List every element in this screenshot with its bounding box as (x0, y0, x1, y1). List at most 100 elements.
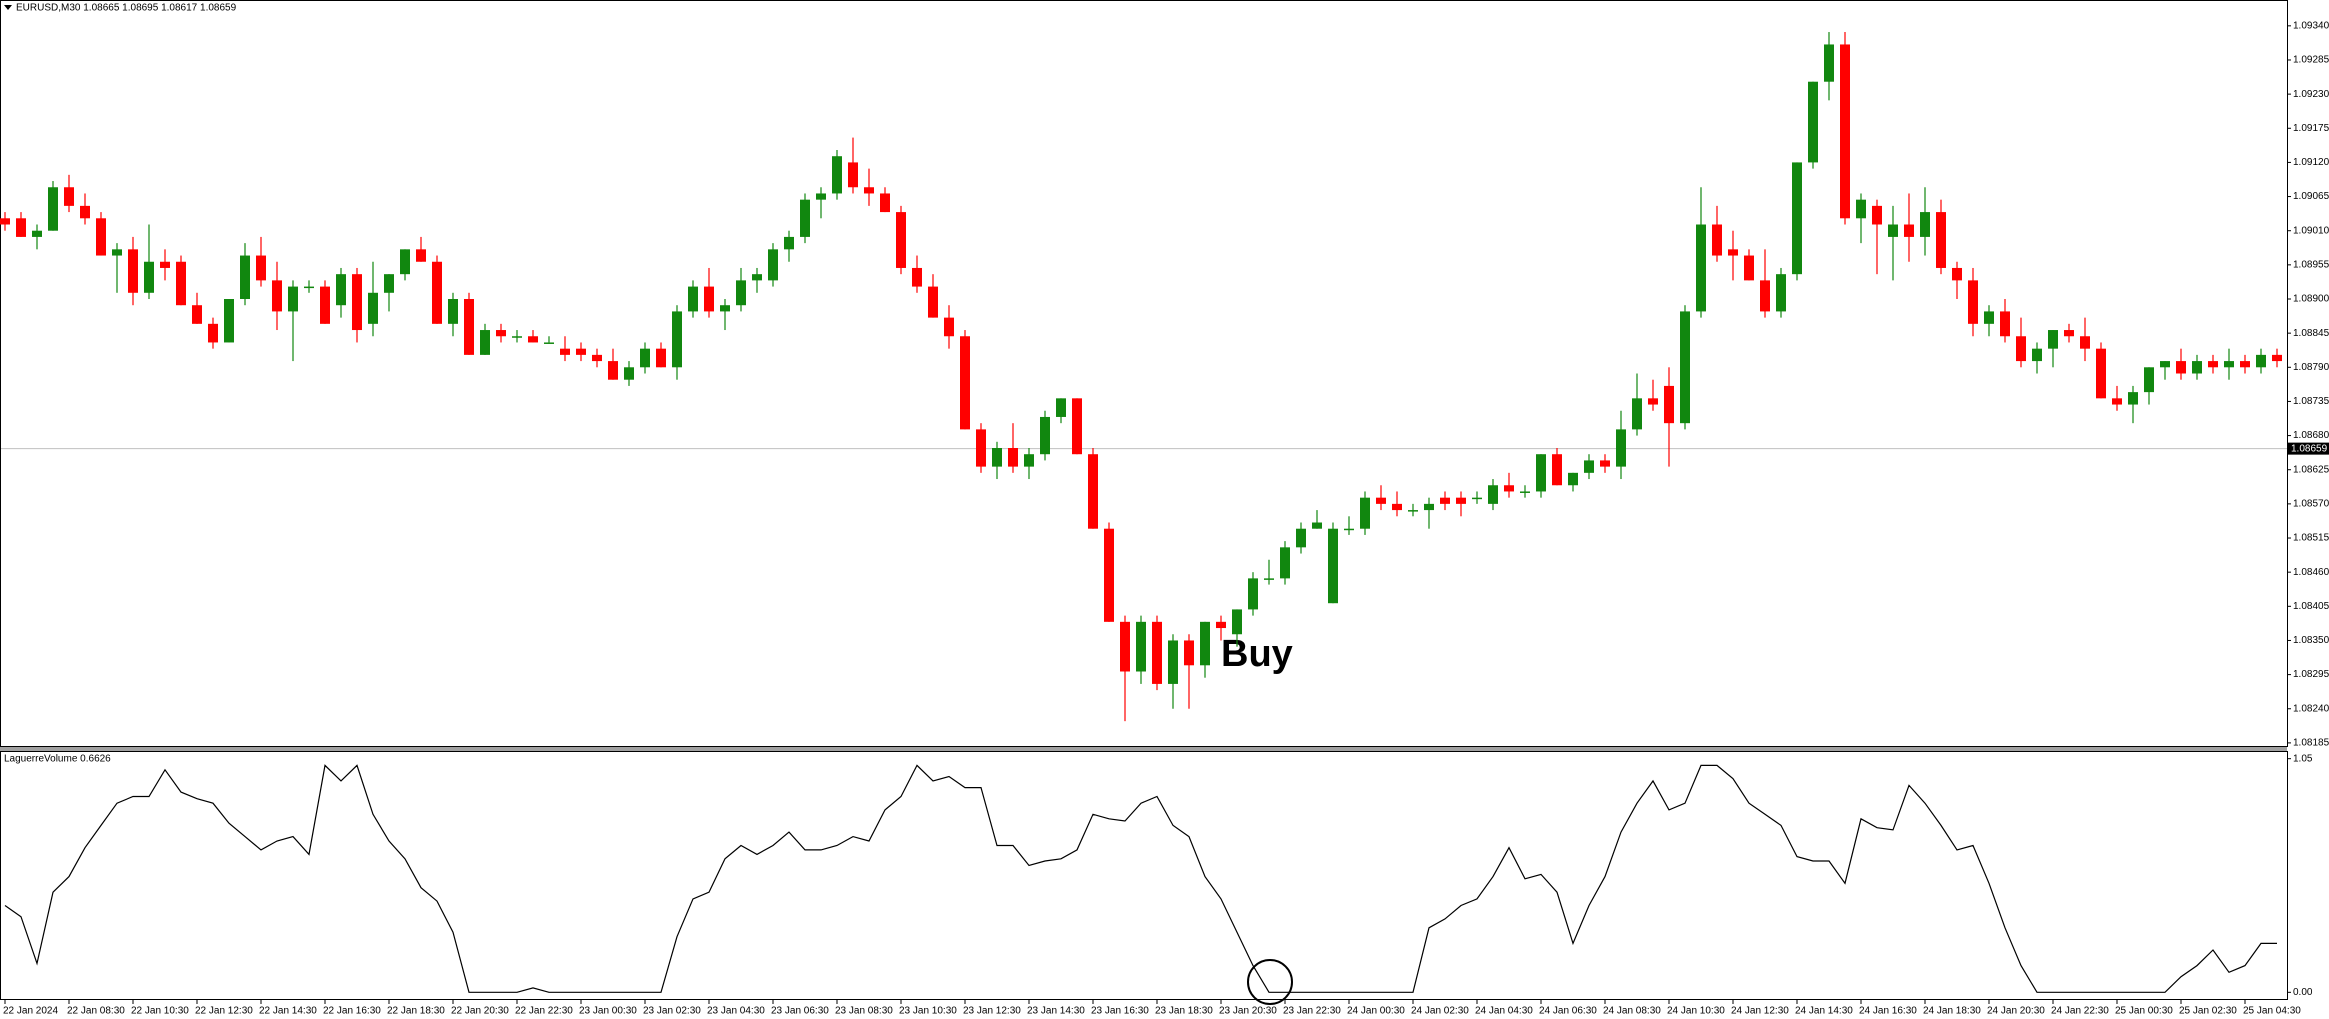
candle-body (256, 255, 266, 281)
candle-body (1776, 274, 1786, 312)
candle-body (1472, 497, 1482, 500)
candle-body (1696, 224, 1706, 312)
candle-body (928, 286, 938, 318)
candle-body (320, 286, 330, 324)
candle-body (1584, 460, 1594, 473)
candle-body (2016, 336, 2026, 362)
candle-body (2224, 361, 2234, 368)
candle-body (1552, 454, 1562, 486)
x-tick-label: 23 Jan 08:30 (835, 1006, 893, 1017)
y-tick-label: 1.09285 (2293, 55, 2329, 66)
x-tick-label: 24 Jan 10:30 (1667, 1006, 1725, 1017)
candle-body (512, 336, 522, 338)
candle-body (1200, 621, 1210, 666)
candle-body (1312, 522, 1322, 529)
candle-body (1376, 497, 1386, 504)
x-tick-label: 24 Jan 00:30 (1347, 1006, 1405, 1017)
x-tick-label: 24 Jan 14:30 (1795, 1006, 1853, 1017)
indicator-panel (0, 751, 2288, 1000)
candle-body (2272, 354, 2282, 362)
candle-body (496, 330, 506, 337)
candle-body (464, 299, 474, 355)
x-tick-label: 23 Jan 12:30 (963, 1006, 1021, 1017)
candle-body (976, 429, 986, 467)
candle-body (720, 305, 730, 312)
current-price-box (2288, 442, 2329, 455)
y-tick-label: 1.08790 (2293, 362, 2329, 373)
x-tick-label: 22 Jan 16:30 (323, 1006, 381, 1017)
candle-body (576, 348, 586, 355)
candle-body (288, 286, 298, 312)
candle-body (1264, 578, 1274, 580)
candle-body (448, 299, 458, 324)
candle-body (400, 249, 410, 275)
menu-arrow[interactable] (4, 5, 12, 10)
candle-body (960, 336, 970, 430)
candle-body (1632, 398, 1642, 430)
y-tick-label: 1.08845 (2293, 328, 2329, 339)
candle-body (1040, 416, 1050, 455)
candle-body (1248, 578, 1258, 610)
y-tick-label: 0.00 (2293, 987, 2313, 998)
x-tick-label: 25 Jan 00:30 (2115, 1006, 2173, 1017)
candle-body (96, 218, 106, 256)
x-tick-label: 25 Jan 02:30 (2179, 1006, 2237, 1017)
candle-body (128, 249, 138, 293)
candle-body (1088, 454, 1098, 529)
candle-body (1344, 528, 1354, 531)
x-tick-label: 23 Jan 18:30 (1155, 1006, 1213, 1017)
candle-body (1984, 311, 1994, 324)
x-tick-label: 22 Jan 18:30 (387, 1006, 445, 1017)
candle-body (1520, 491, 1530, 493)
x-tick-label: 23 Jan 02:30 (643, 1006, 701, 1017)
candle-body (1664, 385, 1674, 424)
candle-body (1152, 621, 1162, 684)
candle-body (480, 330, 490, 355)
candle-body (2096, 348, 2106, 399)
x-tick-label: 24 Jan 06:30 (1539, 1006, 1597, 1017)
candle-body (944, 317, 954, 337)
y-tick-label: 1.08900 (2293, 294, 2329, 305)
candle-body (1120, 621, 1130, 672)
x-tick-label: 22 Jan 08:30 (67, 1006, 125, 1017)
candle-body (1024, 454, 1034, 467)
x-tick-label: 23 Jan 06:30 (771, 1006, 829, 1017)
candle-body (1008, 448, 1018, 467)
candle-body (2064, 330, 2074, 337)
candle-body (832, 156, 842, 194)
y-tick-label: 1.08625 (2293, 464, 2329, 475)
candle-body (800, 199, 810, 237)
candle-body (704, 286, 714, 312)
candle-body (768, 249, 778, 281)
x-tick-label: 24 Jan 12:30 (1731, 1006, 1789, 1017)
candle-body (160, 261, 170, 268)
candle-body (1920, 212, 1930, 237)
candle-body (784, 236, 794, 250)
panel-divider (0, 747, 2287, 751)
y-tick-label: 1.09010 (2293, 225, 2329, 236)
y-tick-label: 1.08350 (2293, 635, 2329, 646)
candle-body (1536, 454, 1546, 492)
candle-body (1056, 398, 1066, 417)
y-tick-label: 1.05 (2293, 753, 2313, 764)
candle-body (992, 448, 1002, 467)
candle-body (1680, 311, 1690, 424)
candle-body (272, 280, 282, 312)
candle-body (1280, 547, 1290, 579)
candle-body (1856, 199, 1866, 219)
candle-body (2160, 361, 2170, 368)
candle-body (896, 212, 906, 268)
candle-body (112, 249, 122, 256)
candle-body (2032, 348, 2042, 362)
indicator-line (4, 764, 2277, 993)
candle-body (192, 305, 202, 324)
candle-body (2240, 361, 2250, 368)
candle-body (2192, 361, 2202, 374)
y-tick-label: 1.08185 (2293, 738, 2329, 749)
candle-body (64, 187, 74, 206)
current-price-label: 1.08659 (2291, 443, 2328, 454)
candle-body (1328, 528, 1338, 604)
y-tick-label: 1.08460 (2293, 567, 2329, 578)
